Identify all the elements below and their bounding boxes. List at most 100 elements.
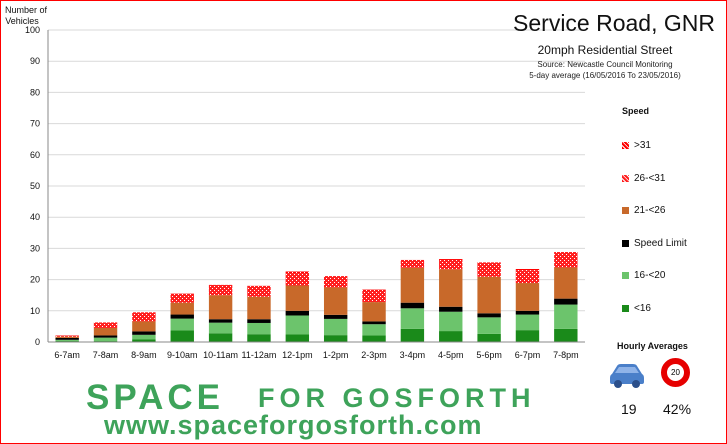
legend-swatch bbox=[622, 239, 629, 247]
brand-for-gosforth: FOR GOSFORTH bbox=[258, 383, 536, 413]
bar-segment--16 bbox=[285, 334, 310, 342]
bar-segment-16-20 bbox=[515, 314, 540, 331]
bar-segment--31 bbox=[247, 285, 271, 287]
bar-segment-16-20 bbox=[247, 322, 271, 335]
legend-swatch bbox=[622, 174, 629, 182]
legend-swatch bbox=[622, 142, 629, 149]
bar-segment-16-20 bbox=[55, 339, 79, 342]
bar-segment-26-31 bbox=[247, 286, 271, 297]
bar-segment-21-26 bbox=[439, 269, 463, 307]
y-tick-label: 30 bbox=[30, 243, 40, 253]
y-axis-label: Number of Vehicles bbox=[5, 5, 48, 26]
bar-segment--16 bbox=[477, 333, 501, 342]
bar-segment-26-31 bbox=[93, 322, 118, 328]
legend-item: 16-<20 bbox=[622, 270, 665, 281]
bar-segment--16 bbox=[323, 335, 348, 342]
x-tick-label: 1-2pm bbox=[323, 350, 349, 360]
bar-segment-speed-limit bbox=[362, 321, 386, 325]
bar-segment-speed-limit bbox=[515, 310, 540, 315]
bar-segment-21-26 bbox=[554, 267, 578, 299]
bar-segment-21-26 bbox=[400, 267, 425, 303]
legend-label: >31 bbox=[634, 140, 651, 151]
x-tick-label: 7-8am bbox=[93, 350, 119, 360]
y-tick-label: 50 bbox=[30, 181, 40, 191]
bar-segment-speed-limit bbox=[439, 306, 463, 312]
legend-item: Speed Limit bbox=[622, 238, 687, 249]
bar-segment-21-26 bbox=[93, 327, 118, 336]
bar-segment-speed-limit bbox=[477, 313, 501, 318]
bar-segment--31 bbox=[439, 259, 463, 260]
bar-segment-26-31 bbox=[400, 260, 425, 268]
bar-segment-21-26 bbox=[170, 302, 194, 315]
bar-segment-26-31 bbox=[323, 277, 348, 288]
bar-segment-speed-limit bbox=[247, 319, 271, 323]
bar-segment--16 bbox=[208, 333, 233, 342]
legend-swatch bbox=[622, 272, 629, 279]
x-tick-label: 6-7pm bbox=[515, 350, 541, 360]
bar-segment--31 bbox=[208, 284, 233, 286]
legend-item: 21-<26 bbox=[622, 205, 665, 216]
y-tick-label: 60 bbox=[30, 150, 40, 160]
legend-item: 26-<31 bbox=[622, 173, 665, 184]
x-tick-label: 10-11am bbox=[203, 350, 238, 360]
car-icon bbox=[610, 364, 644, 388]
x-tick-label: 8-9am bbox=[131, 350, 157, 360]
hourly-averages-title: Hourly Averages bbox=[617, 341, 688, 351]
legend-label: Speed Limit bbox=[634, 237, 687, 249]
y-tick-label: 100 bbox=[25, 25, 40, 35]
bar-segment-26-31 bbox=[477, 263, 501, 277]
bar-segment-16-20 bbox=[208, 322, 233, 334]
x-tick-label: 2-3pm bbox=[361, 350, 387, 360]
speed-limit-sign-icon: 20 bbox=[661, 358, 690, 387]
bar-segment-16-20 bbox=[554, 304, 578, 329]
bar-segment-16-20 bbox=[285, 315, 310, 335]
y-tick-label: 80 bbox=[30, 87, 40, 97]
legend-label: 26-<31 bbox=[634, 172, 666, 184]
bar-segment-21-26 bbox=[208, 295, 233, 320]
bar-segment--31 bbox=[362, 289, 386, 291]
y-tick-label: 20 bbox=[30, 275, 40, 285]
bar-segment--16 bbox=[362, 335, 386, 342]
brand-url[interactable]: www.spaceforgosforth.com bbox=[104, 410, 483, 440]
bar-segment--31 bbox=[285, 271, 310, 274]
bar-segment-16-20 bbox=[323, 318, 348, 336]
x-tick-label: 6-7am bbox=[54, 350, 80, 360]
bar-segment-21-26 bbox=[285, 285, 310, 311]
bar-segment-21-26 bbox=[515, 283, 540, 311]
x-tick-label: 4-5pm bbox=[438, 350, 464, 360]
y-tick-label: 10 bbox=[30, 306, 40, 316]
bar-segment--16 bbox=[554, 328, 578, 342]
bar-segment-21-26 bbox=[477, 276, 501, 314]
bar-segment--31 bbox=[515, 268, 540, 271]
legend-swatch bbox=[622, 304, 629, 312]
bar-segment-26-31 bbox=[554, 253, 578, 268]
bar-segment--31 bbox=[170, 293, 194, 295]
bar-segment-speed-limit bbox=[132, 331, 156, 335]
bar-segment-speed-limit bbox=[400, 302, 425, 309]
bar-segment-26-31 bbox=[55, 335, 79, 337]
bar-segment--16 bbox=[170, 330, 194, 342]
bar-segment-16-20 bbox=[362, 324, 386, 336]
speed-limit-sign-value: 20 bbox=[671, 368, 680, 377]
bar-segment--16 bbox=[247, 334, 271, 342]
brand-space: SPACE bbox=[86, 378, 224, 417]
source-line-1: Source: Newcastle Council Monitoring bbox=[537, 60, 673, 69]
bar-segment-speed-limit bbox=[208, 319, 233, 323]
x-tick-label: 9-10am bbox=[167, 350, 198, 360]
bar-segment-21-26 bbox=[132, 321, 156, 332]
bar-segment-16-20 bbox=[93, 337, 118, 342]
chart-title: Service Road, GNR bbox=[513, 10, 715, 36]
bar-segment--16 bbox=[132, 339, 156, 342]
x-tick-label: 12-1pm bbox=[282, 350, 313, 360]
bar-segment-21-26 bbox=[323, 287, 348, 315]
bar-segment-16-20 bbox=[400, 308, 425, 329]
bar-segment-speed-limit bbox=[170, 314, 194, 319]
bar-segment--16 bbox=[515, 330, 540, 342]
bar-segment-speed-limit bbox=[55, 337, 79, 340]
bar-segment-26-31 bbox=[439, 259, 463, 270]
bar-segment-26-31 bbox=[170, 294, 194, 303]
x-tick-label: 7-8pm bbox=[553, 350, 579, 360]
bar-segment-16-20 bbox=[132, 334, 156, 340]
bar-segment-speed-limit bbox=[285, 310, 310, 316]
